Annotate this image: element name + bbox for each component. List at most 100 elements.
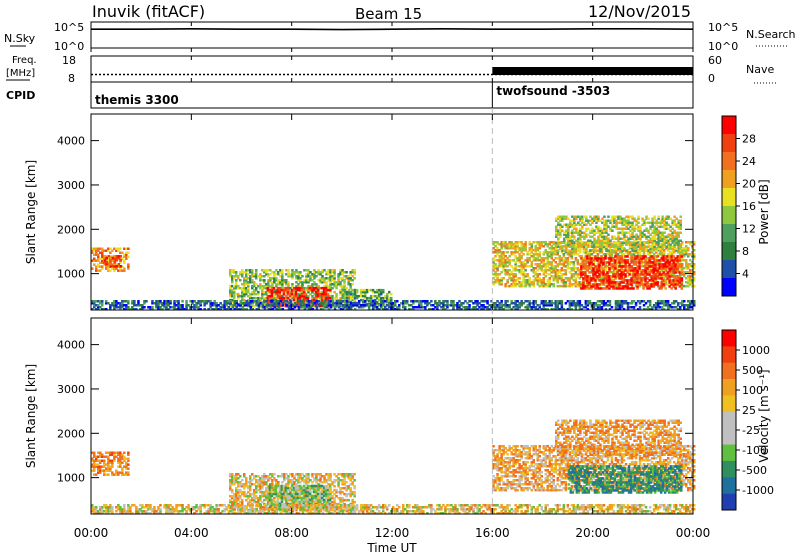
heatmap-cell <box>667 300 670 303</box>
heatmap-cell <box>127 263 130 266</box>
heatmap-cell <box>637 222 640 225</box>
heatmap-cell <box>656 281 659 284</box>
noise-right-tick-bottom: 10^0 <box>708 40 738 53</box>
heatmap-cell <box>353 269 356 272</box>
noise-left-label: N.Sky <box>4 32 36 45</box>
heatmap-cell <box>333 269 336 272</box>
heatmap-cell <box>681 287 684 290</box>
heatmap-cell <box>657 216 660 219</box>
heatmap-cell <box>287 269 290 272</box>
heatmap-cell <box>287 287 290 290</box>
heatmap-cell <box>573 236 576 239</box>
heatmap-cell <box>524 241 527 244</box>
heatmap-cell <box>681 269 684 272</box>
heatmap-cell <box>664 287 667 290</box>
heatmap-cell <box>677 250 680 253</box>
freq-tick-bottom: 8 <box>68 72 75 85</box>
heatmap-cell <box>236 300 239 303</box>
heatmap-cell <box>597 216 600 219</box>
heatmap-cell <box>681 265 684 268</box>
heatmap-cell <box>345 271 348 274</box>
freq-tick-top: 18 <box>62 54 76 67</box>
heatmap-cell <box>230 300 233 303</box>
heatmap-cell <box>681 277 684 280</box>
heatmap-cell <box>329 297 332 300</box>
heatmap-cell <box>586 275 589 278</box>
heatmap-cell <box>611 306 614 309</box>
heatmap-cell <box>647 218 650 221</box>
heatmap-cell <box>539 273 542 276</box>
heatmap-cell <box>685 259 688 262</box>
heatmap-cell <box>653 216 656 219</box>
heatmap-cell <box>103 460 106 463</box>
heatmap-cell <box>577 259 580 262</box>
heatmap-cell <box>607 234 610 237</box>
heatmap-cell <box>639 306 642 309</box>
heatmap-cell <box>120 259 123 262</box>
heatmap-cell <box>430 300 433 303</box>
heatmap-cell <box>644 255 647 258</box>
heatmap-cell <box>305 293 308 296</box>
heatmap-cell <box>382 289 385 292</box>
heatmap-cell <box>101 265 104 268</box>
noise-right-label: N.Search <box>746 28 796 41</box>
heatmap-cell <box>239 279 242 282</box>
heatmap-cell <box>656 255 659 258</box>
heatmap-cell <box>181 304 184 307</box>
heatmap-cell <box>307 297 310 300</box>
heatmap-cell <box>235 271 238 274</box>
heatmap-cell <box>637 216 640 219</box>
heatmap-cell <box>120 265 123 268</box>
heatmap-cell <box>626 255 629 258</box>
velocity-heatmap <box>91 420 696 515</box>
noise-sky-series <box>91 29 693 30</box>
heatmap-cell <box>589 250 592 253</box>
cpid-label: CPID <box>6 89 35 102</box>
heatmap-cell <box>609 300 612 303</box>
heatmap-cell <box>607 250 610 253</box>
heatmap-cell <box>93 452 96 455</box>
heatmap-cell <box>351 283 354 286</box>
heatmap-cell <box>680 240 683 243</box>
heatmap-cell <box>607 216 610 219</box>
heatmap-cell <box>127 252 130 255</box>
heatmap-cell <box>406 300 409 303</box>
heatmap-cell <box>681 283 684 286</box>
y-tick-label: 3000 <box>57 179 85 192</box>
heatmap-cell <box>143 306 146 309</box>
heatmap-cell <box>579 300 582 303</box>
heatmap-cell <box>663 232 666 235</box>
heatmap-cell <box>632 287 635 290</box>
nave-label: Nave <box>746 63 774 76</box>
heatmap-cell <box>500 300 503 303</box>
heatmap-cell <box>687 247 690 250</box>
heatmap-cell <box>181 300 184 303</box>
heatmap-cell <box>169 300 172 303</box>
heatmap-cell <box>611 230 614 233</box>
heatmap-cell <box>585 216 588 219</box>
y-tick-label: 1000 <box>57 268 85 281</box>
heatmap-cell <box>588 271 591 274</box>
heatmap-cell <box>539 251 542 254</box>
heatmap-cell <box>506 251 509 254</box>
heatmap-cell <box>120 255 123 258</box>
heatmap-cell <box>680 232 683 235</box>
heatmap-cell <box>468 304 471 307</box>
heatmap-cell <box>384 300 387 303</box>
heatmap-cell <box>303 289 306 292</box>
heatmap-cell <box>273 287 276 290</box>
heatmap-cell <box>452 300 455 303</box>
heatmap-cell <box>649 300 652 303</box>
heatmap-cell <box>396 300 399 303</box>
heatmap-cell <box>626 259 629 262</box>
heatmap-cell <box>356 289 359 292</box>
heatmap-cell <box>506 300 509 303</box>
heatmap-cell <box>680 244 683 247</box>
heatmap-cell <box>353 277 356 280</box>
heatmap-cell <box>145 300 148 303</box>
heatmap-cell <box>299 271 302 274</box>
heatmap-cell <box>603 216 606 219</box>
heatmap-cell <box>291 283 294 286</box>
noise-left-tick-top: 10^5 <box>54 21 84 34</box>
